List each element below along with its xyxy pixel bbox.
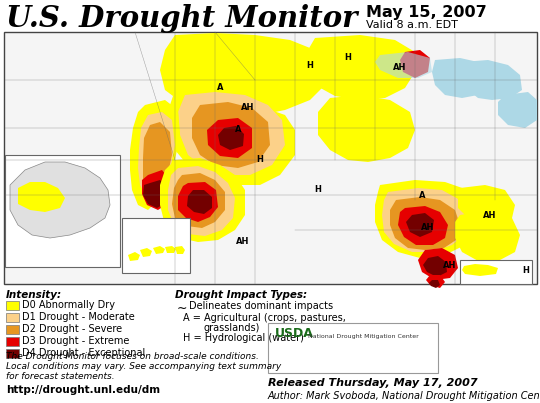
Bar (6, 325, 19, 334)
Text: for forecast statements.: for forecast statements. (6, 372, 114, 381)
Text: Released Thursday, May 17, 2007: Released Thursday, May 17, 2007 (268, 378, 477, 388)
Polygon shape (462, 264, 498, 276)
Text: AH: AH (421, 224, 435, 233)
Bar (122, 218, 190, 273)
Text: U.S. Drought Monitor: U.S. Drought Monitor (6, 4, 357, 33)
Polygon shape (418, 248, 458, 280)
Bar (6, 337, 19, 346)
Polygon shape (305, 35, 415, 100)
Text: D4 Drought - Exceptional: D4 Drought - Exceptional (22, 349, 145, 359)
Text: A = Agricultural (crops, pastures,: A = Agricultural (crops, pastures, (183, 313, 346, 323)
Bar (6, 301, 19, 310)
Polygon shape (143, 180, 167, 208)
Text: H: H (256, 156, 264, 164)
Text: AH: AH (237, 237, 249, 247)
Text: H: H (307, 60, 313, 69)
Bar (6, 349, 19, 358)
Text: Valid 8 a.m. EDT: Valid 8 a.m. EDT (366, 20, 458, 30)
Polygon shape (458, 185, 515, 220)
Text: AH: AH (393, 64, 407, 73)
Polygon shape (318, 95, 415, 162)
Polygon shape (160, 158, 245, 242)
Polygon shape (172, 173, 225, 228)
Text: AH: AH (241, 104, 255, 112)
Polygon shape (153, 246, 165, 254)
Polygon shape (218, 126, 244, 150)
Text: Delineates dominant impacts: Delineates dominant impacts (189, 301, 333, 311)
Text: D2 Drought - Severe: D2 Drought - Severe (22, 324, 122, 334)
Bar (4, 32, 537, 284)
Polygon shape (429, 280, 440, 288)
Polygon shape (400, 50, 430, 78)
Polygon shape (426, 275, 445, 288)
Polygon shape (178, 92, 285, 175)
Polygon shape (498, 92, 537, 128)
Polygon shape (165, 246, 176, 253)
Polygon shape (168, 90, 295, 185)
Polygon shape (138, 112, 175, 202)
Text: Author: Mark Svoboda, National Drought Mitigation Center: Author: Mark Svoboda, National Drought M… (268, 391, 540, 401)
Text: D0 Abnormally Dry: D0 Abnormally Dry (22, 301, 115, 310)
Text: Local conditions may vary. See accompanying text summary: Local conditions may vary. See accompany… (6, 362, 281, 371)
Text: Drought Impact Types:: Drought Impact Types: (175, 290, 307, 300)
Text: A: A (418, 191, 426, 199)
Polygon shape (207, 118, 252, 158)
Polygon shape (375, 180, 480, 258)
Polygon shape (128, 252, 140, 261)
Text: D1 Drought - Moderate: D1 Drought - Moderate (22, 312, 135, 322)
Bar (5, 155, 120, 267)
Polygon shape (168, 166, 235, 236)
Text: National Drought Mitigation Center: National Drought Mitigation Center (308, 334, 418, 339)
Polygon shape (406, 213, 434, 237)
Bar (460, 260, 532, 284)
Polygon shape (178, 182, 218, 222)
Polygon shape (140, 248, 152, 257)
Text: AH: AH (443, 260, 457, 270)
Text: H = Hydrological (water): H = Hydrological (water) (183, 333, 304, 343)
Text: The Drought Monitor focuses on broad-scale conditions.: The Drought Monitor focuses on broad-sca… (6, 352, 259, 361)
Polygon shape (382, 188, 468, 252)
Text: H: H (315, 185, 321, 195)
Text: AH: AH (483, 210, 497, 220)
Text: grasslands): grasslands) (203, 323, 259, 333)
Bar (6, 313, 19, 322)
Polygon shape (398, 206, 448, 245)
Bar (268, 323, 438, 373)
Polygon shape (175, 246, 185, 254)
Polygon shape (375, 52, 432, 78)
Polygon shape (142, 170, 170, 210)
Polygon shape (390, 197, 460, 250)
Polygon shape (18, 182, 65, 212)
Text: Intensity:: Intensity: (6, 290, 62, 300)
Polygon shape (10, 162, 110, 238)
Text: http://drought.unl.edu/dm: http://drought.unl.edu/dm (6, 385, 160, 395)
Polygon shape (143, 122, 172, 200)
Text: H: H (523, 266, 529, 275)
Text: May 15, 2007: May 15, 2007 (366, 5, 487, 20)
Text: H: H (345, 54, 352, 62)
Polygon shape (160, 33, 330, 118)
Polygon shape (192, 102, 270, 168)
Polygon shape (130, 100, 180, 210)
Polygon shape (455, 210, 520, 262)
Text: ∼: ∼ (177, 302, 187, 315)
Text: USDA: USDA (275, 327, 314, 340)
Text: A: A (235, 125, 241, 135)
Polygon shape (462, 60, 522, 100)
Text: D3 Drought - Extreme: D3 Drought - Extreme (22, 337, 130, 347)
Polygon shape (187, 190, 212, 214)
Text: A: A (217, 83, 223, 93)
Polygon shape (423, 256, 447, 277)
Polygon shape (432, 58, 488, 98)
